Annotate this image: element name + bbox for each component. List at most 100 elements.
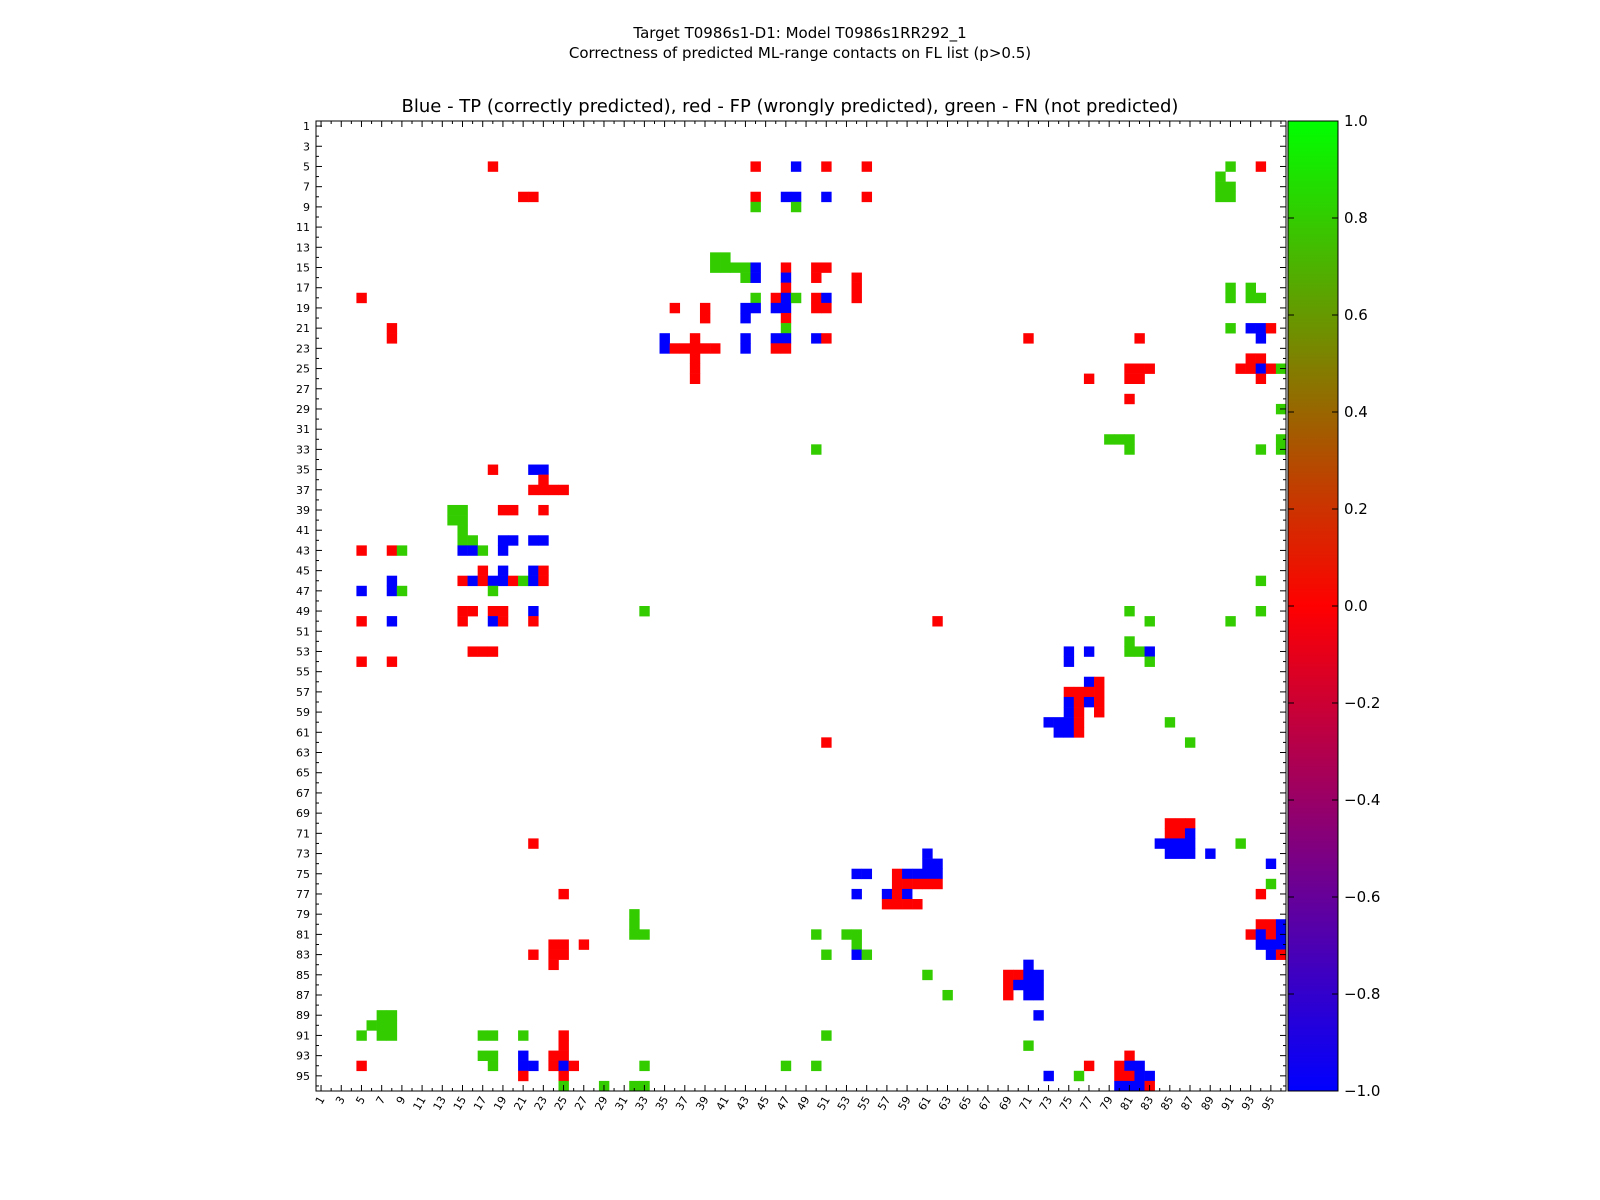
y-tick-label: 21 [296,322,310,335]
contact-cell [487,464,499,475]
y-tick-label: 5 [303,160,310,173]
contact-cell [902,899,913,910]
contact-cell [1124,1070,1135,1082]
contact-cell [1023,333,1034,344]
x-tick-label: 67 [976,1094,994,1113]
contact-cell [811,262,822,273]
contact-cell [568,1060,579,1072]
contact-cell [487,585,499,597]
contact-cell [558,888,569,900]
contact-cell [1124,434,1135,445]
contact-cell [922,878,933,890]
contact-cell [790,292,802,304]
suptitle-line-1: Target T0986s1-D1: Model T0986s1RR292_1 [632,24,966,43]
contact-cell [1164,717,1176,728]
contact-cell [750,302,761,314]
y-tick-label: 27 [296,383,310,396]
contact-cell [538,464,549,475]
contact-cell [528,838,539,849]
contact-cell [1003,989,1014,1001]
contact-cell [1124,373,1135,384]
contact-cell [507,535,519,546]
contact-cell [1174,828,1186,839]
contact-cell [1255,373,1267,384]
contact-cell [811,272,822,283]
y-tick-label: 47 [296,585,310,598]
contact-cell [386,616,398,627]
contact-cell [912,899,923,910]
x-tick-label: 17 [471,1094,489,1113]
contact-cell [861,949,873,960]
contact-cell [477,646,489,657]
contact-cell [548,1050,559,1061]
contact-cell [659,343,670,354]
contact-cell [1063,646,1075,657]
contact-cell [528,191,539,203]
contact-cell [518,575,529,587]
contact-cell [1134,646,1145,657]
contact-cell [1265,858,1277,869]
contact-cell [1255,888,1267,900]
contact-cell [780,333,792,344]
contact-cell [487,646,499,657]
x-tick-label: 57 [875,1094,893,1113]
contact-cell [1023,979,1034,991]
x-tick-label: 59 [895,1094,913,1113]
contact-cell [497,504,509,516]
contact-cell [1023,1040,1034,1051]
contact-cell [1114,1070,1125,1082]
contact-cell [548,949,559,960]
contact-cell [689,333,701,344]
contact-cell [376,1010,388,1021]
contact-cell [1144,1070,1155,1082]
contact-cell [912,868,923,880]
contact-cell [1174,848,1186,859]
contact-cell [710,343,721,354]
y-tick-label: 61 [296,726,310,739]
contact-cell [1124,393,1135,405]
contact-cell [1134,1080,1145,1092]
contact-cell [780,282,792,294]
x-tick-label: 31 [613,1094,631,1113]
contact-cell [1124,646,1135,657]
y-tick-label: 35 [296,464,310,477]
contact-cell [528,575,539,587]
contact-cell [1083,696,1095,708]
contact-cell [891,888,903,900]
contact-cell [497,535,509,546]
contact-cell [366,1020,377,1031]
contact-cell [487,616,499,627]
contact-cell [386,1020,398,1031]
y-tick-label: 3 [303,140,310,153]
contact-cell [750,191,761,203]
contact-cell [851,949,862,960]
contact-cell [356,1060,367,1072]
contact-cell [1094,686,1105,698]
colorbar-tick-label: −1.0 [1344,1082,1380,1100]
contact-cell [821,333,832,344]
contact-cell [891,878,903,890]
contact-cell [538,474,549,486]
contact-cell [477,545,489,556]
contact-cell [1225,181,1236,193]
contact-cell [821,262,832,273]
y-tick-label: 93 [296,1050,310,1063]
contact-cell [1053,727,1064,738]
contact-cell [1245,363,1256,374]
y-tick-label: 63 [296,747,310,760]
contact-cell [386,323,398,334]
contact-cell [1094,696,1105,708]
contact-cell [629,929,640,940]
contact-cell [1154,838,1166,849]
contact-cell [1255,363,1267,374]
contact-cell [811,444,822,455]
contact-cell [1184,838,1196,849]
colorbar-tick-label: −0.4 [1344,791,1380,809]
contact-cell [780,343,792,354]
contact-cell [1003,979,1014,991]
contact-cell [689,373,701,384]
contact-cell [1265,323,1277,334]
contact-cell [477,575,489,587]
contact-cell [1134,363,1145,374]
